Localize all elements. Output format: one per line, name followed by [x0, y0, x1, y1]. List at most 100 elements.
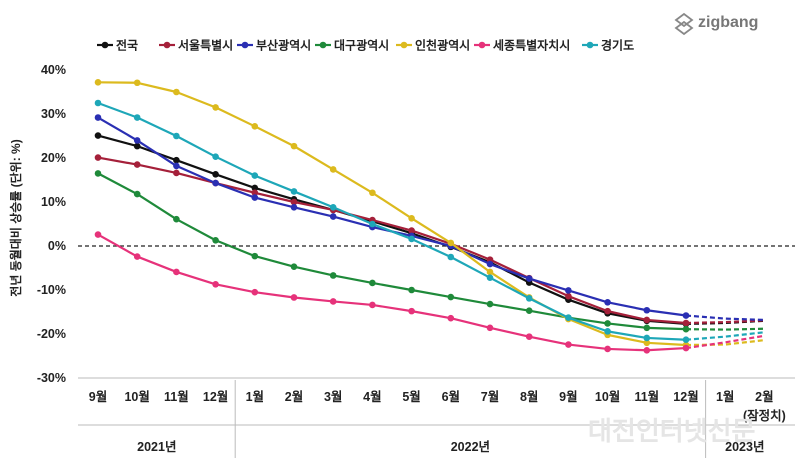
data-point — [369, 279, 376, 287]
series-line — [97, 172, 687, 331]
data-point — [173, 88, 180, 96]
x-tick-label: 2월 — [285, 389, 303, 404]
data-point — [604, 307, 611, 315]
data-point — [251, 194, 259, 201]
legend: 전국 서울특별시 부산광역시 대구광역시 인천광역시 세종특별자치시 경기도 — [97, 38, 634, 53]
watermark-text: 대전인터넷신문 — [588, 416, 756, 446]
series-line — [97, 156, 687, 325]
data-point — [408, 214, 415, 222]
legend-label: 경기도 — [601, 38, 634, 53]
data-point — [682, 325, 690, 333]
data-point — [329, 272, 337, 279]
legend-swatch-dot — [586, 41, 594, 49]
data-point — [94, 154, 102, 161]
legend-label: 전국 — [116, 38, 138, 53]
series-대구광역시 — [94, 170, 765, 333]
series-경기도 — [94, 99, 765, 344]
data-point — [173, 132, 180, 140]
y-tick-label: 40% — [41, 63, 66, 77]
data-point — [251, 288, 259, 296]
data-point — [486, 260, 494, 268]
data-point — [643, 324, 651, 332]
data-point — [290, 198, 298, 206]
data-point — [643, 306, 651, 314]
data-point — [369, 220, 376, 228]
legend-swatch-dot — [163, 41, 171, 49]
data-point — [133, 142, 141, 150]
data-point — [290, 294, 298, 301]
data-point — [525, 295, 533, 302]
legend-label: 대구광역시 — [334, 38, 389, 53]
data-point — [525, 307, 533, 314]
legend-label: 인천광역시 — [415, 38, 470, 53]
data-point — [447, 253, 455, 261]
data-point — [133, 79, 141, 87]
x-tick-label: 5월 — [402, 389, 420, 404]
data-point — [447, 293, 455, 301]
data-point — [486, 274, 494, 281]
series-line — [97, 81, 687, 347]
x-tick-label: 1월 — [716, 389, 734, 404]
x-tick-label: 8월 — [520, 389, 538, 404]
data-point — [212, 280, 219, 288]
data-point — [212, 179, 219, 187]
x-tick-label: 11월 — [634, 389, 659, 404]
legend-swatch-dot — [101, 41, 109, 49]
data-point — [251, 172, 259, 179]
y-tick-label: 0% — [48, 239, 66, 253]
x-tick-label: 11월 — [164, 389, 189, 404]
data-point — [251, 252, 259, 260]
data-point — [604, 328, 611, 335]
x-tick-label: 12월 — [673, 389, 698, 404]
data-point — [486, 268, 494, 276]
data-point — [133, 114, 141, 121]
data-point — [94, 132, 102, 139]
x-tick-label: 12월 — [203, 389, 228, 404]
legend-label: 서울특별시 — [178, 38, 233, 53]
data-point — [604, 320, 611, 327]
data-point — [133, 137, 141, 144]
data-point — [565, 314, 572, 322]
data-point — [94, 79, 102, 86]
data-point — [682, 344, 690, 352]
data-point — [369, 301, 376, 309]
data-point — [290, 188, 298, 195]
x-tick-label: 6월 — [442, 389, 460, 404]
data-point — [447, 239, 455, 247]
data-point — [604, 345, 611, 353]
data-point — [251, 123, 259, 130]
series-line — [97, 101, 687, 341]
data-point — [133, 253, 141, 260]
data-point — [329, 203, 337, 211]
data-point — [212, 236, 219, 244]
data-point — [173, 162, 180, 170]
data-point — [408, 235, 415, 243]
zigbang-logo-icon — [674, 12, 694, 36]
data-point — [133, 190, 141, 198]
legend-item: 대구광역시 — [315, 38, 389, 53]
y-tick-label: -20% — [37, 327, 66, 341]
data-point — [329, 213, 337, 220]
data-point — [525, 333, 533, 340]
data-point — [643, 346, 651, 354]
x-tick-label: 3월 — [324, 389, 342, 404]
data-point — [212, 170, 219, 178]
series-line-provisional — [685, 339, 765, 347]
x-tick-label: 10월 — [124, 389, 149, 404]
series-인천광역시 — [94, 79, 765, 349]
data-point — [408, 286, 415, 294]
data-point — [565, 287, 572, 294]
legend-item: 경기도 — [582, 38, 634, 53]
data-point — [408, 307, 415, 315]
zigbang-logo-text: zigbang — [698, 14, 758, 31]
data-point — [604, 299, 611, 306]
series-line-provisional — [685, 327, 765, 331]
data-point — [682, 319, 690, 327]
data-point — [447, 314, 455, 322]
legend-item: 서울특별시 — [159, 38, 233, 53]
series-layer — [94, 79, 765, 354]
legend-label: 부산광역시 — [256, 38, 311, 53]
data-point — [408, 227, 415, 234]
series-line-provisional — [685, 334, 765, 350]
